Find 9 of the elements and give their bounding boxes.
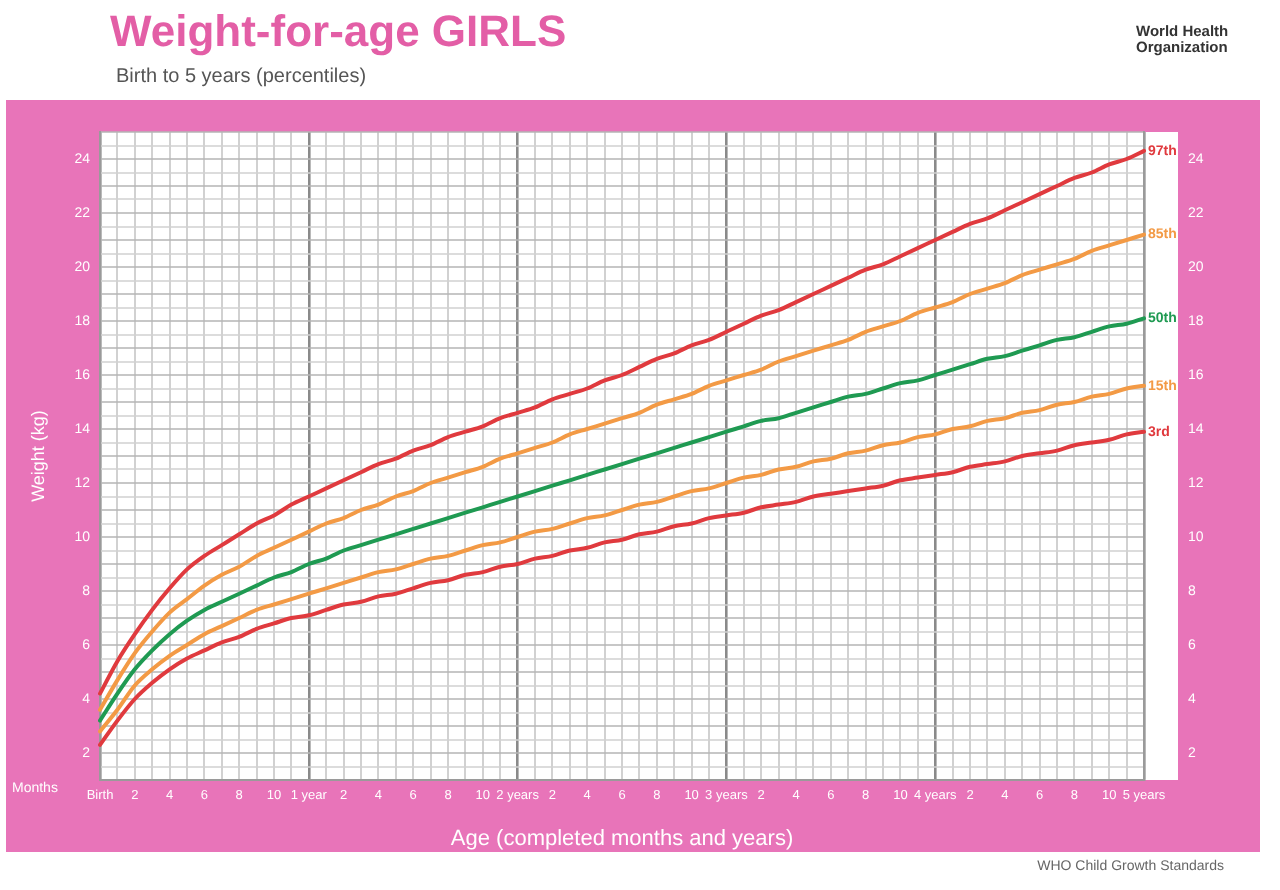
y-axis-title: Weight (kg) bbox=[27, 410, 48, 502]
line-series bbox=[98, 232, 1146, 712]
chart-subtitle: Birth to 5 years (percentiles) bbox=[116, 66, 367, 88]
chart-title: Weight-for-age GIRLS bbox=[110, 6, 567, 58]
line-series bbox=[98, 383, 1146, 734]
line-series bbox=[98, 429, 1146, 747]
line-series bbox=[98, 148, 1146, 696]
line-series bbox=[98, 316, 1146, 723]
x-axis-title: Age (completed months and years) bbox=[450, 826, 794, 851]
